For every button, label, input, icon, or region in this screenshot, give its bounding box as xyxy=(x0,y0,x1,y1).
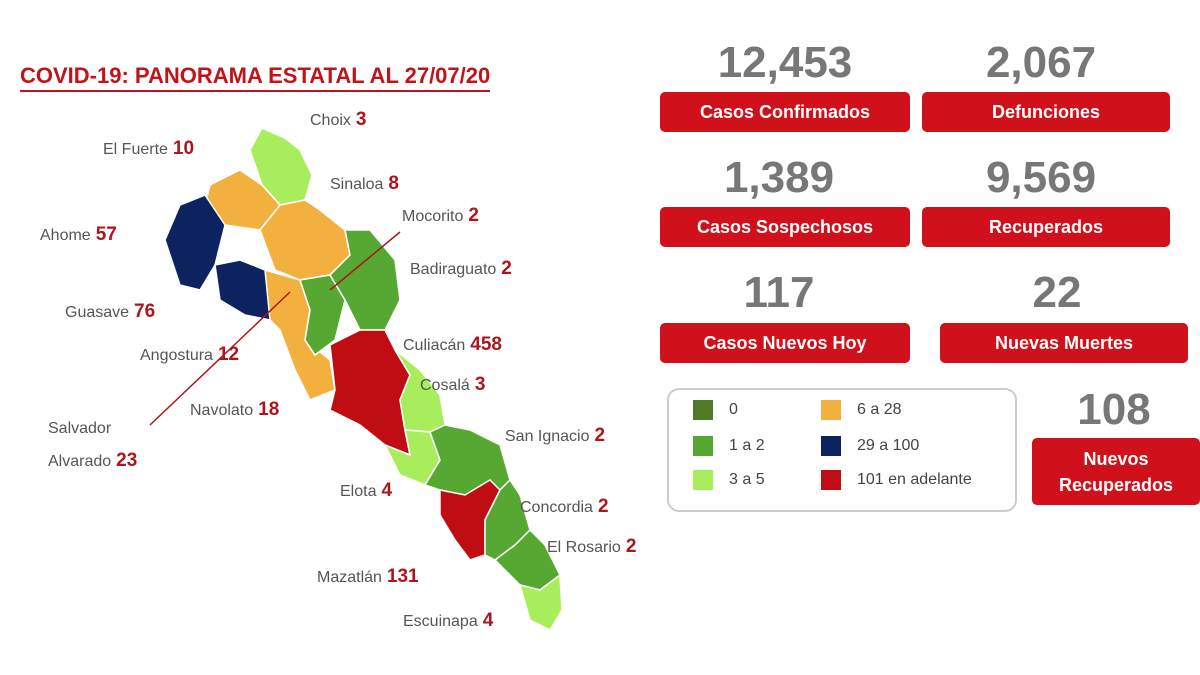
legend-label: 101 en adelante xyxy=(857,471,972,488)
legend-label: 0 xyxy=(729,401,738,418)
legend-item: 101 en adelante xyxy=(821,470,972,490)
municipality-label: Badiraguato 2 xyxy=(410,253,512,286)
municipality-value: 4 xyxy=(482,610,494,631)
municipality-name: Ahome xyxy=(40,227,91,244)
legend-item: 6 a 28 xyxy=(821,400,901,420)
municipality-label: Salvador Alvarado 23 xyxy=(48,413,173,478)
map xyxy=(149,127,563,631)
municipality-label: Ahome 57 xyxy=(40,219,117,252)
municipality-label: San Ignacio 2 xyxy=(505,420,605,453)
municipality-name: Angostura xyxy=(140,347,213,364)
legend-label: 3 a 5 xyxy=(729,471,765,488)
title: COVID-19: PANORAMA ESTATAL AL 27/07/20 xyxy=(20,62,491,92)
municipality-label: Angostura 12 xyxy=(140,339,239,372)
legend-item: 29 a 100 xyxy=(821,436,919,456)
legend-swatch xyxy=(693,470,713,490)
municipality-value: 2 xyxy=(597,496,609,517)
legend-swatch xyxy=(693,436,713,456)
municipality-value: 23 xyxy=(116,450,138,471)
stat-value: 2,067 xyxy=(985,38,1097,87)
municipality-name: Concordia xyxy=(520,499,593,516)
municipality-name: Mazatlán xyxy=(317,569,382,586)
municipality-value: 8 xyxy=(388,173,399,194)
legend-label: 1 a 2 xyxy=(729,437,765,454)
municipality-label: Choix 3 xyxy=(310,104,366,137)
stat-label: Casos Sospechosos xyxy=(660,207,910,247)
municipality-name: Mocorito xyxy=(402,208,464,225)
municipality-value: 18 xyxy=(258,399,280,420)
municipality-name: Cosalá xyxy=(420,377,470,394)
municipality-name: Escuinapa xyxy=(403,613,478,630)
legend-swatch xyxy=(693,400,713,420)
legend-swatch xyxy=(821,436,841,456)
stat-label: Recuperados xyxy=(922,207,1170,247)
municipality-value: 12 xyxy=(217,344,240,365)
municipality-label: El Rosario 2 xyxy=(547,531,636,564)
municipality-value: 76 xyxy=(134,301,156,322)
municipality-value: 2 xyxy=(625,536,637,557)
stat-label: Casos Confirmados xyxy=(660,92,910,132)
municipality-name: Guasave xyxy=(65,304,130,321)
municipality-name: Elota xyxy=(340,483,377,500)
municipality-label: Mocorito 2 xyxy=(402,200,479,233)
municipality-value: 2 xyxy=(501,258,512,279)
stat-value: 108 xyxy=(1077,385,1151,434)
stat-label: Casos Nuevos Hoy xyxy=(660,323,910,363)
municipality-name: El Rosario xyxy=(547,539,621,556)
municipality-label: Guasave 76 xyxy=(65,296,155,329)
municipality-value: 3 xyxy=(474,374,486,395)
municipality-value: 3 xyxy=(355,109,367,130)
legend-swatch xyxy=(821,400,841,420)
municipality-value: 10 xyxy=(172,138,195,159)
municipality-label: El Fuerte 10 xyxy=(103,133,194,166)
municipality-name: Salvador Alvarado xyxy=(48,420,112,470)
legend-label: 29 a 100 xyxy=(857,437,920,454)
municipality-name: El Fuerte xyxy=(103,141,168,158)
municipality-label: Culiacán 458 xyxy=(403,329,502,362)
municipality-label: Mazatlán 131 xyxy=(317,561,419,594)
legend-label: 6 a 28 xyxy=(857,401,902,418)
municipality-label: Concordia 2 xyxy=(520,491,609,524)
municipality-value: 131 xyxy=(386,566,419,587)
municipality-value: 2 xyxy=(594,425,606,446)
legend-item: 0 xyxy=(693,400,738,420)
legend-swatch xyxy=(821,470,841,490)
municipality-label: Cosalá 3 xyxy=(420,369,485,402)
municipality-label: Escuinapa 4 xyxy=(403,605,493,638)
stat-value: 1,389 xyxy=(723,153,835,202)
municipality-name: San Ignacio xyxy=(505,428,590,445)
stat-label: Defunciones xyxy=(922,92,1170,132)
municipality-label: Elota 4 xyxy=(340,475,392,508)
municipality-label: Sinaloa 8 xyxy=(330,168,399,201)
legend: 0 1 a 2 3 a 5 6 a 28 29 a 100 101 en adelante xyxy=(667,388,1017,512)
municipality-value: 57 xyxy=(95,224,117,245)
municipality-name: Culiacán xyxy=(403,337,466,354)
municipality-name: Choix xyxy=(310,112,351,129)
municipality-label: Navolato 18 xyxy=(190,394,279,427)
stat-value: 22 xyxy=(1032,268,1082,317)
municipality-name: Navolato xyxy=(190,402,254,419)
legend-item: 1 a 2 xyxy=(693,436,765,456)
stat-label: Nuevas Muertes xyxy=(940,323,1188,363)
municipality-name: Badiraguato xyxy=(410,261,497,278)
stat-value: 9,569 xyxy=(985,153,1097,202)
stat-value: 117 xyxy=(743,268,815,317)
legend-item: 3 a 5 xyxy=(693,470,765,490)
municipality-value: 2 xyxy=(468,205,479,226)
municipality-name: Sinaloa xyxy=(330,176,384,193)
stat-value: 12,453 xyxy=(717,38,853,87)
municipality-value: 4 xyxy=(381,480,393,501)
municipality-value: 458 xyxy=(470,334,502,355)
stat-label: Nuevos Recuperados xyxy=(1032,438,1200,505)
